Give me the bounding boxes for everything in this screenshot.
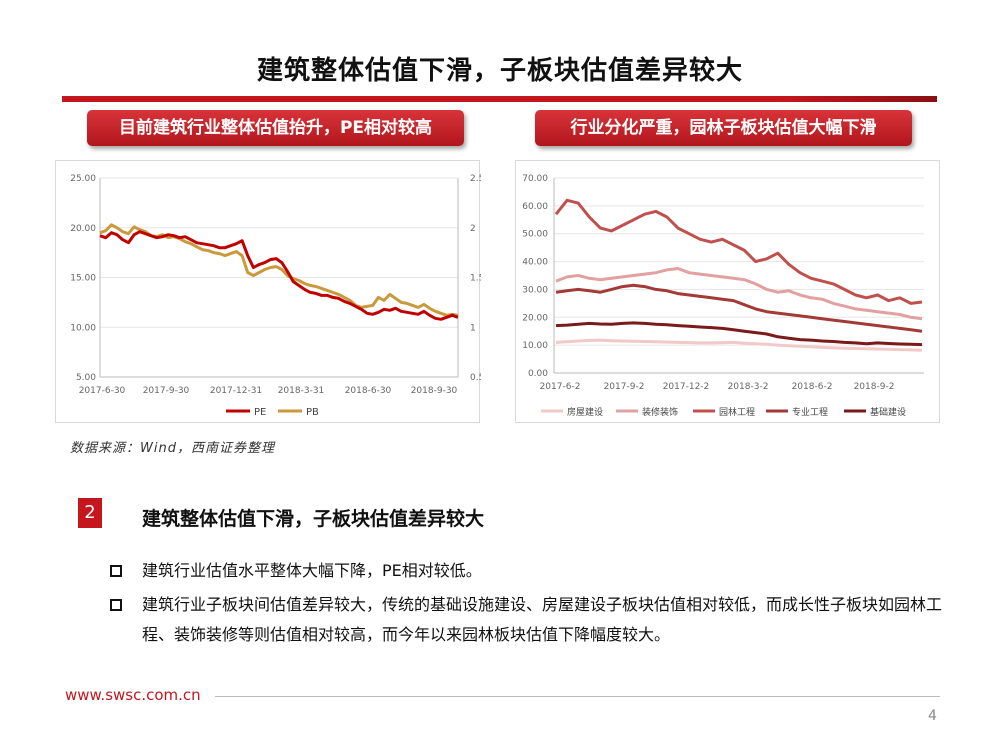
right-panel-title: 行业分化严重，园林子板块估值大幅下滑: [535, 110, 912, 146]
checkbox-bullet-icon: [110, 599, 122, 611]
x-tick-label: 2017-9-2: [604, 382, 645, 392]
subsector-chart: 0.00 10.00 20.00 30.00 40.00 50.00 60.00 70.00 2…: [515, 160, 940, 423]
y-tick-label: 40.00: [522, 258, 548, 268]
section-title: 建筑整体估值下滑，子板块估值差异较大: [142, 508, 485, 530]
slide-title: 建筑整体估值下滑，子板块估值差异较大: [256, 56, 743, 86]
y-tick-label: 20.00: [522, 313, 548, 323]
y-tick-label: 70.00: [522, 174, 548, 184]
footer-divider: [215, 696, 940, 697]
y-left-tick-label: 5.00: [76, 373, 96, 383]
left-panel-title: 目前建筑行业整体估值抬升，PE相对较高: [87, 110, 464, 146]
series-line-基础建设: [555, 321, 923, 347]
y-left-tick-label: 10.00: [70, 323, 96, 333]
y-tick-label: 10.00: [522, 341, 548, 351]
x-tick-label: 2017-12-31: [210, 386, 262, 396]
title-underline: [62, 96, 937, 102]
y-right-tick-label: 0.5: [470, 373, 481, 383]
y-tick-label: 0.00: [528, 369, 548, 379]
x-tick-label: 2017-6-2: [540, 382, 581, 392]
y-tick-label: 30.00: [522, 285, 548, 295]
x-tick-label: 2018-9-30: [411, 386, 458, 396]
x-tick-label: 2017-12-2: [663, 382, 710, 392]
bullet-item: 建筑行业估值水平整体大幅下降，PE相对较低。: [110, 556, 970, 586]
bullet-text: 建筑行业子板块间估值差异较大，传统的基础设施建设、房屋建设子板块估值相对较低，而…: [142, 595, 943, 644]
legend-label: 基础建设: [870, 406, 906, 418]
y-right-tick-label: 2.5: [470, 174, 481, 184]
section-number: 2: [78, 498, 102, 528]
x-tick-label: 2018-3-31: [278, 386, 325, 396]
series-line-园林工程: [554, 198, 923, 305]
y-tick-label: 60.00: [522, 202, 548, 212]
checkbox-bullet-icon: [110, 565, 122, 577]
bullet-text: 建筑行业估值水平整体大幅下降，PE相对较低。: [142, 561, 482, 580]
pe-pb-chart: 5.00 0.5 10.00 1 15.00 1.5 20.00 2 25.00 2.5 2017-…: [55, 160, 484, 423]
series-line-房屋建设: [555, 338, 923, 352]
series-line-专业工程: [555, 283, 923, 333]
y-left-tick-label: 25.00: [70, 174, 96, 184]
legend-label: 装修装饰: [642, 406, 678, 418]
subsector-chart-svg: 0.00 10.00 20.00 30.00 40.00 50.00 60.00 70.00 2…: [522, 174, 924, 418]
data-source-note: 数据来源：Wind，西南证券整理: [70, 441, 275, 456]
legend-pe-label: PE: [254, 407, 266, 418]
page-number: 4: [928, 708, 937, 724]
x-tick-label: 2018-9-2: [854, 382, 895, 392]
x-tick-label: 2018-6-30: [345, 386, 392, 396]
y-right-tick-label: 1: [470, 323, 476, 333]
pb-series-line: [99, 223, 459, 317]
y-tick-label: 50.00: [522, 230, 548, 240]
x-tick-label: 2018-6-2: [792, 382, 833, 392]
legend-label: 房屋建设: [567, 406, 603, 418]
legend-label: 专业工程: [792, 406, 828, 418]
y-right-tick-label: 2: [470, 224, 476, 234]
bullet-item: 建筑行业子板块间估值差异较大，传统的基础设施建设、房屋建设子板块估值相对较低，而…: [110, 590, 970, 650]
x-tick-label: 2017-9-30: [143, 386, 190, 396]
y-right-tick-label: 1.5: [470, 274, 481, 284]
x-tick-label: 2017-6-30: [79, 386, 126, 396]
series-line-装修装饰: [555, 267, 923, 321]
legend-pb-label: PB: [306, 407, 319, 418]
legend-label: 园林工程: [719, 406, 755, 418]
pe-pb-chart-svg: 5.00 0.5 10.00 1 15.00 1.5 20.00 2 25.00 2.5 2017-…: [70, 174, 484, 418]
y-left-tick-label: 20.00: [70, 224, 96, 234]
y-left-tick-label: 15.00: [70, 274, 96, 284]
x-tick-label: 2018-3-2: [728, 382, 769, 392]
footer-url[interactable]: www.swsc.com.cn: [65, 686, 201, 704]
pe-series-line: [99, 230, 459, 321]
